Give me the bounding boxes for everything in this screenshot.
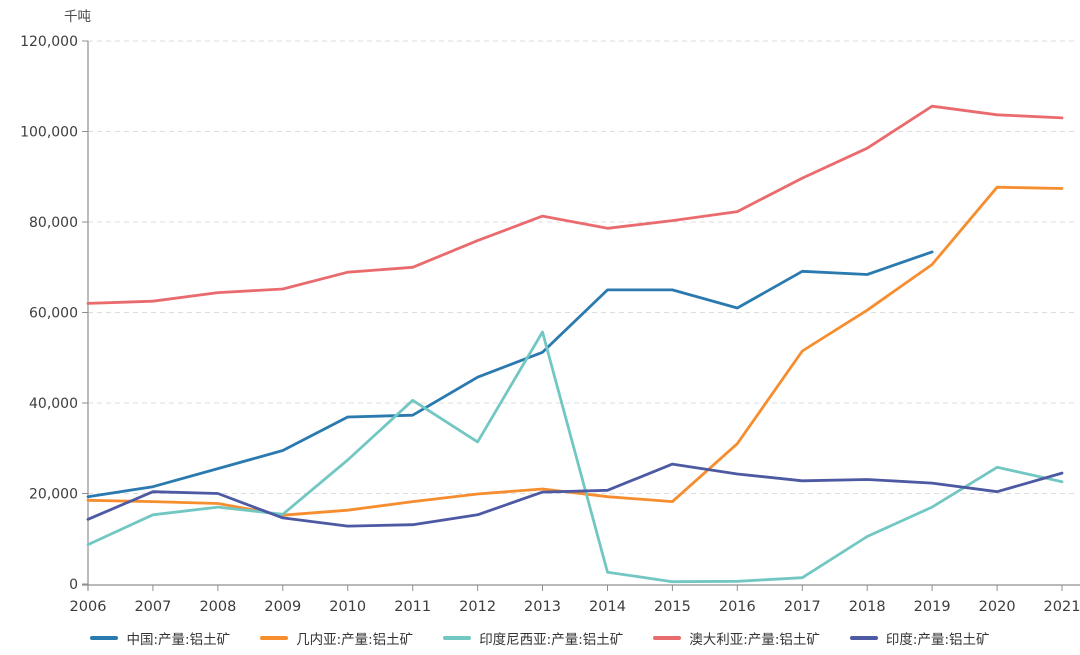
x-tick-label: 2006: [70, 599, 107, 615]
y-axis-unit-label: 千吨: [64, 9, 91, 25]
x-tick-label: 2016: [719, 599, 756, 615]
x-tick-label: 2013: [524, 599, 561, 615]
legend-label-india: 印度:产量:铝土矿: [885, 632, 990, 648]
y-tick-label: 60,000: [29, 306, 78, 322]
series-line-guinea[interactable]: [86, 185, 1064, 517]
x-tick-label: 2010: [329, 599, 366, 615]
x-tick-label: 2021: [1044, 599, 1080, 615]
legend-item-india[interactable]: 印度:产量:铝土矿: [849, 628, 990, 648]
x-tick-label: 2011: [394, 599, 431, 615]
x-tick-label: 2009: [264, 599, 301, 615]
series-line-indonesia[interactable]: [86, 330, 1064, 584]
legend-item-china[interactable]: 中国:产量:铝土矿: [90, 628, 230, 648]
x-tick-label: 2015: [654, 599, 691, 615]
x-tick-label: 2008: [199, 599, 236, 615]
y-tick-label: 80,000: [29, 215, 78, 231]
legend-label-guinea: 几内亚:产量:铝土矿: [296, 632, 414, 648]
y-tick-label: 120,000: [20, 34, 78, 50]
x-tick-label: 2017: [784, 599, 821, 615]
legend-label-china: 中国:产量:铝土矿: [126, 632, 231, 648]
series-line-india[interactable]: [86, 462, 1064, 528]
legend-line-swatch-australia: [653, 636, 682, 640]
legend-label-australia: 澳大利亚:产量:铝土矿: [689, 632, 820, 648]
x-tick-label: 2019: [914, 599, 951, 615]
legend-item-australia[interactable]: 澳大利亚:产量:铝土矿: [653, 628, 820, 648]
y-tick-label: 20,000: [29, 487, 78, 503]
legend-line-swatch-china: [90, 636, 119, 640]
legend-item-indonesia[interactable]: 印度尼西亚:产量:铝土矿: [443, 628, 623, 648]
legend-label-indonesia: 印度尼西亚:产量:铝土矿: [479, 632, 624, 648]
legend-line-swatch-indonesia: [443, 636, 472, 640]
series-line-china[interactable]: [86, 250, 934, 499]
x-tick-label: 2014: [589, 599, 626, 615]
x-tick-label: 2012: [459, 599, 496, 615]
legend-line-swatch-india: [849, 636, 878, 640]
y-tick-label: 40,000: [29, 396, 78, 412]
y-tick-label: 0: [69, 577, 78, 593]
x-tick-label: 2018: [849, 599, 886, 615]
x-tick-label: 2007: [134, 599, 171, 615]
legend-item-guinea[interactable]: 几内亚:产量:铝土矿: [260, 628, 413, 648]
x-tick-label: 2020: [979, 599, 1016, 615]
legend: 中国:产量:铝土矿 几内亚:产量:铝土矿 印度尼西亚:产量:铝土矿 澳大利亚:产…: [0, 628, 1080, 648]
y-tick-label: 100,000: [20, 125, 78, 141]
series-line-australia[interactable]: [86, 104, 1064, 305]
legend-line-swatch-guinea: [260, 636, 289, 640]
